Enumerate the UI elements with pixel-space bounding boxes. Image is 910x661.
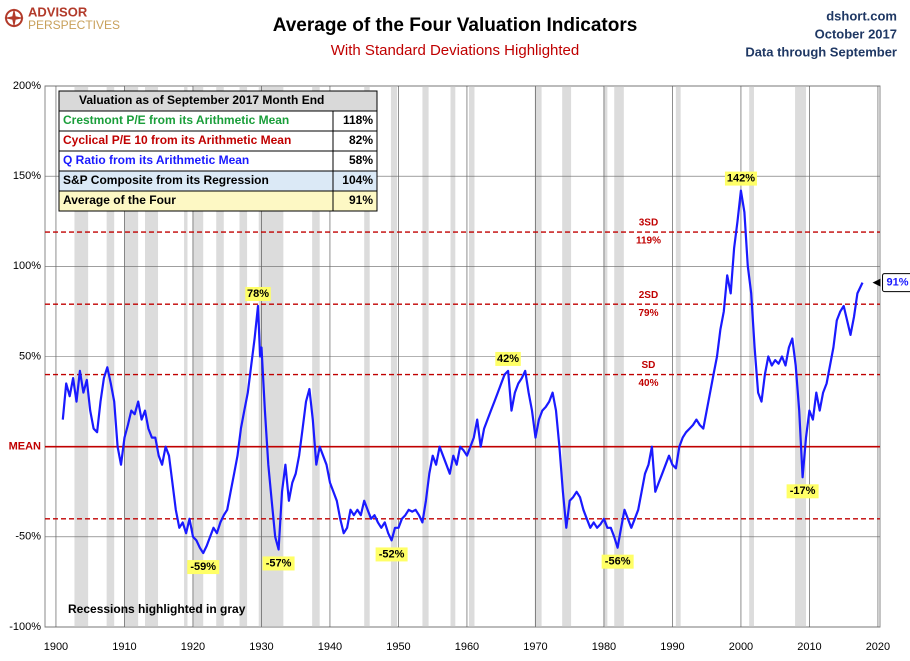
x-tick-label: 1940: [318, 641, 342, 653]
x-tick-label: 1970: [523, 641, 547, 653]
table-row-label: Q Ratio from its Arithmetic Mean: [63, 153, 249, 167]
x-tick-label: 2010: [797, 641, 821, 653]
annotation-box: [262, 556, 295, 571]
annotation-label: -57%: [266, 557, 292, 569]
annotation-box: [724, 171, 757, 186]
end-box: [882, 273, 910, 293]
y-tick-label: 100%: [13, 260, 41, 272]
logo-text: PERSPECTIVES: [28, 18, 120, 32]
x-tick-label: 1920: [181, 641, 205, 653]
x-tick-label: 1950: [386, 641, 410, 653]
sd-value: 119%: [636, 236, 661, 247]
plot-area: 1900 1910 1920 1930 1940 1950 1960 1970 1980 1990…: [9, 80, 910, 653]
chart-title: Average of the Four Valuation Indicators: [273, 15, 638, 36]
y-tick-label: 150%: [13, 170, 41, 182]
logo-text: ADVISOR: [28, 4, 88, 19]
data-line: [61, 189, 864, 555]
table-row-value: 58%: [349, 153, 373, 167]
sd-name: 3SD: [639, 218, 658, 229]
end-arrow: [872, 278, 881, 287]
table-title: Valuation as of September 2017 Month End: [79, 93, 324, 107]
x-tick-label: 1900: [44, 641, 68, 653]
annotation-label: 78%: [247, 288, 269, 300]
y-tick-label: -100%: [9, 621, 41, 633]
x-tick-label: 2000: [729, 641, 753, 653]
y-tick-label: 50%: [19, 350, 41, 362]
annotation-box: [786, 484, 819, 499]
x-tick-label: 1960: [455, 641, 479, 653]
sd-value: 40%: [638, 378, 658, 389]
table-row-label: Cyclical P/E 10 from its Arithmetic Mean: [63, 133, 291, 147]
annotation-label: -17%: [790, 485, 816, 497]
annotation-box: [245, 287, 271, 302]
sd-name: 2SD: [639, 290, 658, 301]
y-tick-label: -50%: [15, 531, 41, 543]
table-row-value: 91%: [349, 193, 373, 207]
table-row-value: 104%: [342, 173, 373, 187]
date: October 2017: [815, 26, 897, 41]
sd-name: SD: [642, 360, 656, 371]
table-row-value: 118%: [343, 113, 373, 127]
site: dshort.com: [826, 8, 897, 23]
end-label: 91%: [887, 276, 909, 288]
x-tick-label: 2020: [866, 641, 890, 653]
x-tick-label: 1990: [660, 641, 684, 653]
y-tick-label: 200%: [13, 80, 41, 92]
annotation-label: 142%: [727, 172, 755, 184]
table-row-label: S&P Composite from its Regression: [63, 173, 269, 187]
annotation-box: [187, 560, 220, 575]
x-tick-label: 1910: [112, 641, 136, 653]
logo: ADVISOR PERSPECTIVES: [4, 4, 120, 32]
annotation-label: 42%: [497, 353, 519, 365]
logo-icon: [4, 8, 24, 28]
sd-value: 79%: [638, 308, 658, 319]
annotation-label: -56%: [605, 556, 631, 568]
y-tick-label: MEAN: [9, 441, 41, 453]
table-value-bg: [332, 190, 378, 212]
annotation-box: [495, 351, 521, 366]
note: Recessions highlighted in gray: [68, 602, 246, 616]
annotation-label: -52%: [379, 548, 405, 560]
annotation-label: -59%: [190, 561, 216, 573]
x-tick-label: 1930: [249, 641, 273, 653]
chart-subtitle: With Standard Deviations Highlighted: [331, 42, 579, 59]
table-row-value: 82%: [349, 133, 373, 147]
data-through: Data through September: [745, 44, 897, 59]
table-row-label: Crestmont P/E from its Arithmetic Mean: [63, 113, 289, 127]
x-tick-label: 1980: [592, 641, 616, 653]
annotation-box: [601, 554, 634, 569]
table-row-label: Average of the Four: [63, 193, 176, 207]
annotation-box: [375, 547, 408, 562]
